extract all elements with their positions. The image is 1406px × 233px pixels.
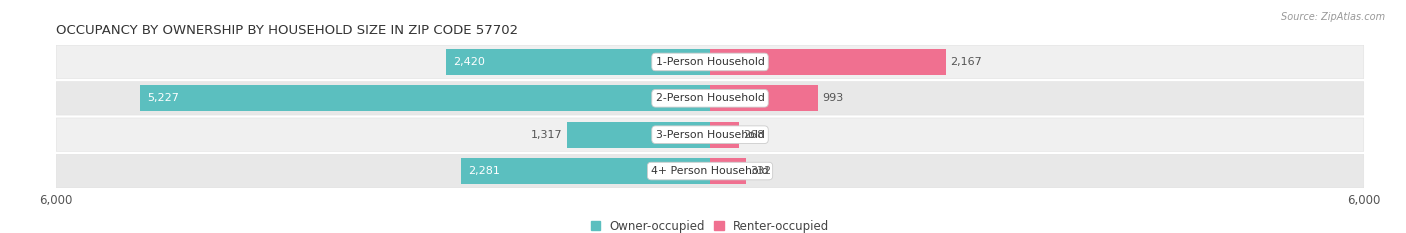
Text: 5,227: 5,227 xyxy=(148,93,179,103)
Text: 1,317: 1,317 xyxy=(530,130,562,140)
Text: 3-Person Household: 3-Person Household xyxy=(655,130,765,140)
Bar xyxy=(461,158,710,184)
Text: 2,420: 2,420 xyxy=(453,57,485,67)
Bar xyxy=(710,122,740,148)
Text: 4+ Person Household: 4+ Person Household xyxy=(651,166,769,176)
FancyBboxPatch shape xyxy=(56,82,1364,115)
Bar xyxy=(567,122,710,148)
Bar xyxy=(710,49,946,75)
Text: 2-Person Household: 2-Person Household xyxy=(655,93,765,103)
FancyBboxPatch shape xyxy=(56,45,1364,79)
Text: 993: 993 xyxy=(823,93,844,103)
Text: 2,281: 2,281 xyxy=(468,166,501,176)
Text: Source: ZipAtlas.com: Source: ZipAtlas.com xyxy=(1281,12,1385,22)
FancyBboxPatch shape xyxy=(56,118,1364,151)
Text: 268: 268 xyxy=(744,130,765,140)
Text: 1-Person Household: 1-Person Household xyxy=(655,57,765,67)
Bar xyxy=(710,85,818,111)
Text: OCCUPANCY BY OWNERSHIP BY HOUSEHOLD SIZE IN ZIP CODE 57702: OCCUPANCY BY OWNERSHIP BY HOUSEHOLD SIZE… xyxy=(56,24,519,37)
FancyBboxPatch shape xyxy=(56,154,1364,188)
Legend: Owner-occupied, Renter-occupied: Owner-occupied, Renter-occupied xyxy=(586,215,834,233)
Bar xyxy=(141,85,710,111)
Bar xyxy=(710,158,747,184)
Text: 2,167: 2,167 xyxy=(950,57,983,67)
Bar xyxy=(446,49,710,75)
Text: 332: 332 xyxy=(751,166,772,176)
